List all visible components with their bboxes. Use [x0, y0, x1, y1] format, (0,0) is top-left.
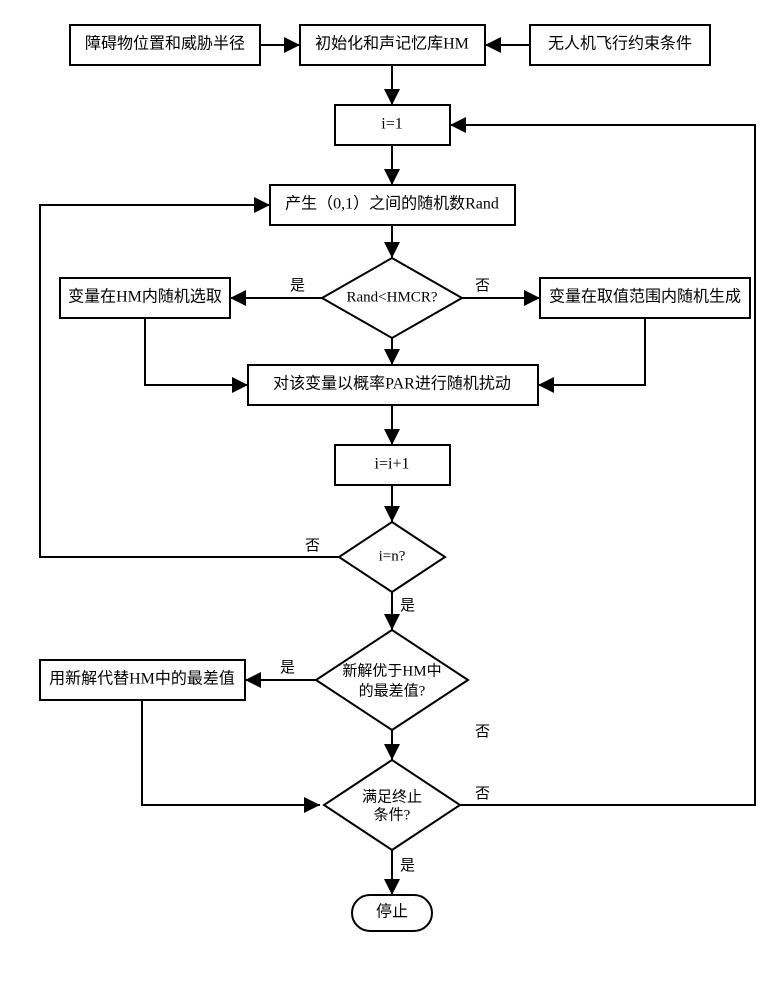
label-init-hm: 初始化和声记忆库HM	[315, 35, 469, 53]
label-dec-stop-1: 满足终止	[362, 788, 422, 805]
label-yes-4: 是	[400, 858, 415, 874]
edge	[538, 318, 645, 385]
edge	[145, 318, 248, 385]
edge-loop-outer	[450, 125, 755, 805]
node-dec-better	[316, 630, 468, 730]
label-gen-rand: 产生（0,1）之间的随机数Rand	[285, 195, 499, 213]
label-obstacle: 障碍物位置和威胁半径	[85, 35, 245, 53]
label-dec-stop-2: 条件?	[374, 806, 411, 823]
label-uav-constraint: 无人机飞行约束条件	[548, 35, 692, 53]
label-replace: 用新解代替HM中的最差值	[49, 670, 235, 688]
label-no-2: 否	[305, 538, 320, 554]
label-range-gen: 变量在取值范围内随机生成	[549, 288, 741, 306]
label-dec-in: i=n?	[379, 548, 406, 564]
edge	[142, 700, 320, 805]
label-dec-better-1: 新解优于HM中	[342, 662, 441, 679]
label-yes-1: 是	[290, 278, 305, 294]
label-no-4: 否	[475, 786, 490, 802]
label-init-i: i=1	[381, 116, 402, 133]
label-inc-i: i=i+1	[375, 456, 410, 473]
label-hm-pick: 变量在HM内随机选取	[68, 288, 222, 306]
label-no-3: 否	[475, 724, 490, 740]
label-yes-2: 是	[400, 598, 415, 614]
label-dec-better-2: 的最差值?	[359, 682, 426, 699]
label-yes-3: 是	[280, 660, 295, 676]
label-par-perturb: 对该变量以概率PAR进行随机扰动	[273, 375, 511, 393]
label-no-1: 否	[475, 278, 490, 294]
label-dec-hmcr: Rand<HMCR?	[347, 289, 438, 305]
label-stop: 停止	[376, 903, 408, 921]
